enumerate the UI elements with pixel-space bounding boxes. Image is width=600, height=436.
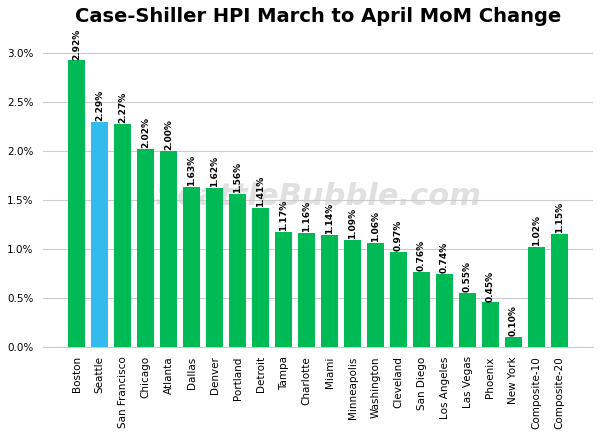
Text: 0.55%: 0.55% [463, 261, 472, 292]
Bar [505, 337, 522, 347]
Bar [183, 187, 200, 347]
Text: 2.29%: 2.29% [95, 90, 104, 121]
Text: 0.76%: 0.76% [417, 240, 426, 271]
Bar [344, 240, 361, 347]
Bar [367, 243, 384, 347]
Bar [459, 293, 476, 347]
Bar [114, 124, 131, 347]
Text: 1.56%: 1.56% [233, 162, 242, 193]
Bar [160, 150, 178, 347]
Bar [91, 122, 109, 347]
Text: SeattleBubble.com: SeattleBubble.com [155, 181, 481, 211]
Bar [298, 233, 315, 347]
Title: Case-Shiller HPI March to April MoM Change: Case-Shiller HPI March to April MoM Chan… [75, 7, 561, 26]
Bar [321, 235, 338, 347]
Bar [551, 234, 568, 347]
Bar [229, 194, 246, 347]
Text: 2.92%: 2.92% [72, 28, 81, 59]
Text: 1.09%: 1.09% [348, 208, 357, 239]
Text: 0.10%: 0.10% [509, 305, 518, 336]
Bar [528, 247, 545, 347]
Bar [413, 272, 430, 347]
Text: 1.14%: 1.14% [325, 203, 334, 234]
Bar [68, 61, 85, 347]
Text: 0.74%: 0.74% [440, 242, 449, 273]
Bar [482, 303, 499, 347]
Text: 0.45%: 0.45% [486, 270, 495, 302]
Text: 1.02%: 1.02% [532, 215, 541, 245]
Text: 2.02%: 2.02% [141, 117, 150, 148]
Bar [275, 232, 292, 347]
Bar [206, 188, 223, 347]
Text: 1.16%: 1.16% [302, 201, 311, 232]
Text: 1.15%: 1.15% [555, 202, 564, 233]
Text: 2.27%: 2.27% [118, 92, 127, 123]
Text: 1.62%: 1.62% [210, 156, 219, 187]
Text: 1.63%: 1.63% [187, 155, 196, 186]
Bar [390, 252, 407, 347]
Bar [137, 149, 154, 347]
Text: 0.97%: 0.97% [394, 219, 403, 251]
Text: 1.06%: 1.06% [371, 211, 380, 242]
Text: 2.00%: 2.00% [164, 119, 173, 150]
Bar [252, 208, 269, 347]
Bar [436, 274, 453, 347]
Text: 1.41%: 1.41% [256, 176, 265, 208]
Text: 1.17%: 1.17% [279, 200, 288, 231]
